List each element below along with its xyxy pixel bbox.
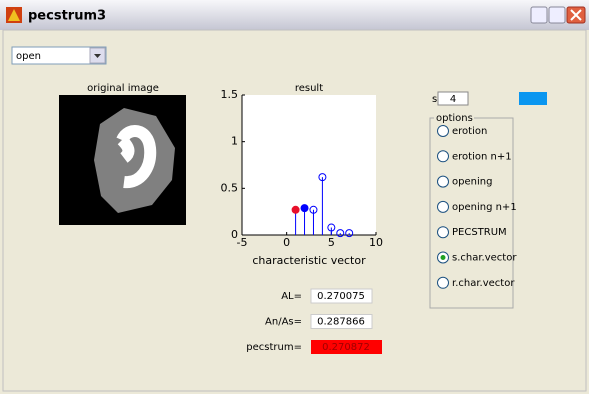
result-value: 0.270872: [322, 342, 370, 353]
y-tick-label: 0.5: [221, 181, 239, 194]
stem-marker: [292, 206, 299, 213]
radio-label: erotion: [452, 126, 487, 137]
window: pecstrum3 open original image result cha…: [0, 0, 589, 394]
x-tick-label: 0: [283, 236, 290, 249]
x-axis-label: characteristic vector: [252, 254, 366, 267]
result-label: An/As=: [265, 317, 302, 328]
dropdown-value: open: [16, 51, 41, 62]
x-tick-label: -5: [237, 236, 248, 249]
minimize-button[interactable]: [531, 7, 547, 23]
y-tick-label: 1: [231, 135, 238, 148]
options-title: options: [436, 113, 473, 124]
y-tick-label: 1.5: [221, 88, 239, 101]
x-tick-label: 10: [369, 236, 383, 249]
radio-button[interactable]: [438, 176, 449, 187]
se-color: [519, 92, 547, 105]
radio-button[interactable]: [438, 277, 449, 288]
radio-label: PECSTRUM: [452, 227, 507, 238]
result-label: AL=: [281, 291, 302, 302]
x-tick-label: 5: [328, 236, 335, 249]
radio-button[interactable]: [438, 227, 449, 238]
chart-title: result: [295, 83, 323, 94]
radio-dot: [441, 255, 446, 260]
radio-button[interactable]: [438, 126, 449, 137]
radio-button[interactable]: [438, 151, 449, 162]
result-value: 0.270075: [317, 291, 365, 302]
window-title: pecstrum3: [28, 9, 106, 24]
plot-area: [242, 95, 376, 235]
image-title: original image: [87, 83, 159, 94]
radio-label: opening: [452, 177, 492, 188]
stem-marker: [301, 205, 308, 212]
radio-label: opening n+1: [452, 202, 517, 213]
result-label: pecstrum=: [246, 342, 302, 353]
radio-button[interactable]: [438, 201, 449, 212]
se-value: 4: [450, 94, 456, 105]
radio-label: s.char.vector: [452, 253, 517, 264]
result-value: 0.287866: [317, 317, 365, 328]
radio-label: erotion n+1: [452, 151, 512, 162]
radio-label: r.char.vector: [452, 278, 515, 289]
maximize-button[interactable]: [549, 7, 565, 23]
